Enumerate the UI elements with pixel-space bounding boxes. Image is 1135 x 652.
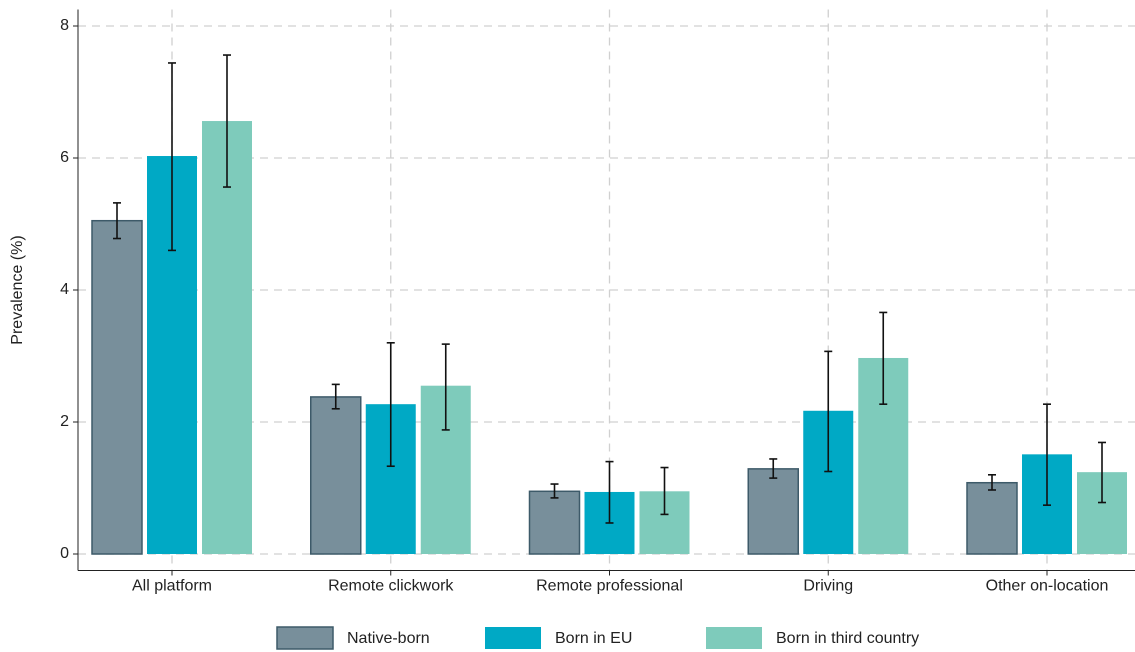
error-bar	[223, 54, 231, 188]
error-bar	[824, 350, 833, 473]
y-axis-label: Prevalence (%)	[9, 235, 26, 344]
x-tick-label: Driving	[803, 578, 853, 595]
bar	[528, 490, 581, 555]
bar	[91, 219, 143, 555]
x-tick-label: All platform	[132, 578, 212, 595]
error-bar	[1043, 403, 1051, 506]
legend-swatch	[276, 626, 334, 650]
error-bar	[386, 341, 395, 468]
error-bar	[550, 483, 559, 499]
error-bar	[331, 383, 340, 410]
y-tick-label: 4	[60, 281, 69, 298]
bar	[966, 481, 1018, 555]
x-tick-label: Remote clickwork	[328, 578, 454, 595]
error-bar	[113, 202, 121, 240]
error-bar	[605, 460, 614, 524]
legend-swatch	[485, 627, 541, 649]
y-tick-label: 2	[60, 413, 69, 430]
error-bar	[441, 343, 450, 431]
y-tick-label: 0	[60, 545, 69, 562]
error-bar	[168, 62, 176, 252]
error-bar	[988, 473, 996, 491]
legend-label: Born in third country	[776, 630, 919, 647]
x-tick-label: Other on-location	[986, 578, 1109, 595]
y-tick-label: 6	[60, 149, 69, 166]
x-tick-label: Remote professional	[536, 578, 683, 595]
legend-label: Born in EU	[555, 630, 632, 647]
bar	[202, 121, 252, 554]
legend-label: Native-born	[347, 630, 430, 647]
error-bar	[1098, 441, 1106, 504]
error-bar	[879, 311, 888, 405]
error-bar	[660, 466, 669, 516]
legend-swatch	[706, 627, 762, 649]
bar	[747, 468, 799, 555]
error-bar	[769, 458, 778, 479]
bar	[310, 396, 362, 555]
y-tick-label: 8	[60, 17, 69, 34]
